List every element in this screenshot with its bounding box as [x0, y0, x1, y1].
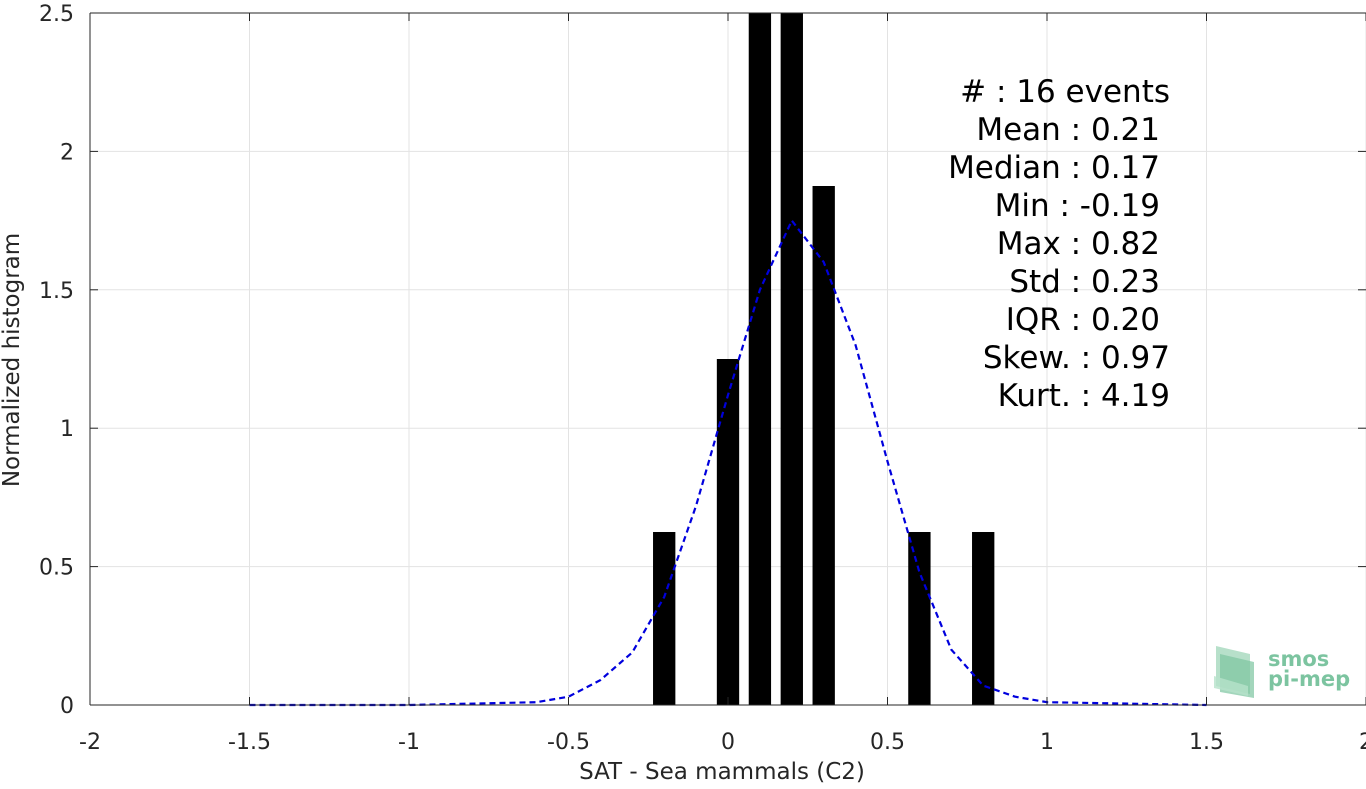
histogram-bar-4 [812, 186, 835, 705]
y-axis-label: Normalized histogram [0, 233, 25, 487]
stats-row-0: # : 16 events [960, 74, 1170, 110]
stats-row-2: Median : 0.17 [948, 150, 1160, 186]
fit-curve-line [249, 218, 1207, 707]
stats-row-6: IQR : 0.20 [1006, 302, 1160, 338]
y-tick-label-2: 1 [60, 417, 74, 442]
x-tick-label-0: -2 [79, 730, 101, 755]
histogram-bar-3 [780, 13, 803, 705]
logo-line2: pi-mep [1268, 667, 1350, 691]
stats-row-5: Std : 0.23 [1009, 264, 1160, 300]
x-tick-label-5: 0.5 [870, 730, 905, 755]
x-tick-label-3: -0.5 [547, 730, 590, 755]
axes [89, 12, 1366, 706]
x-tick-label-7: 1.5 [1189, 730, 1224, 755]
logo-mark-front [1214, 676, 1248, 696]
x-axis-label: SAT - Sea mammals (C2) [579, 759, 865, 784]
stats-row-1: Mean : 0.21 [976, 112, 1160, 148]
histogram-bar-5 [908, 532, 931, 705]
stats-row-4: Max : 0.82 [997, 226, 1160, 262]
bars [653, 13, 995, 705]
stats-row-3: Min : -0.19 [995, 188, 1160, 224]
tick-labels: -2 -1.5 -1 -0.5 0 0.5 1 1.5 2 0 0.5 1 1.5 2 2.5 [39, 2, 1366, 755]
x-tick-label-8: 2 [1359, 730, 1366, 755]
stats-row-7: Skew. : 0.97 [983, 340, 1170, 376]
y-tick-label-5: 2.5 [39, 2, 74, 27]
x-tick-label-2: -1 [398, 730, 420, 755]
y-tick-label-3: 1.5 [39, 279, 74, 304]
logo-line1: smos [1268, 647, 1329, 671]
fit-curve-group [249, 218, 1207, 707]
histogram-bar-2 [748, 13, 772, 705]
x-tick-label-1: -1.5 [228, 730, 271, 755]
histogram-bar-1 [716, 359, 740, 705]
histogram-bar-0 [653, 532, 676, 705]
x-tick-label-6: 1 [1040, 730, 1054, 755]
smos-pi-mep-logo: smos pi-mep [1214, 646, 1350, 698]
y-tick-label-0: 0 [60, 694, 74, 719]
y-tick-label-1: 0.5 [39, 556, 74, 581]
stats-row-8: Kurt. : 4.19 [998, 378, 1170, 414]
y-tick-label-4: 2 [60, 140, 74, 165]
histogram-bar-6 [972, 532, 995, 705]
x-tick-label-4: 0 [721, 730, 735, 755]
